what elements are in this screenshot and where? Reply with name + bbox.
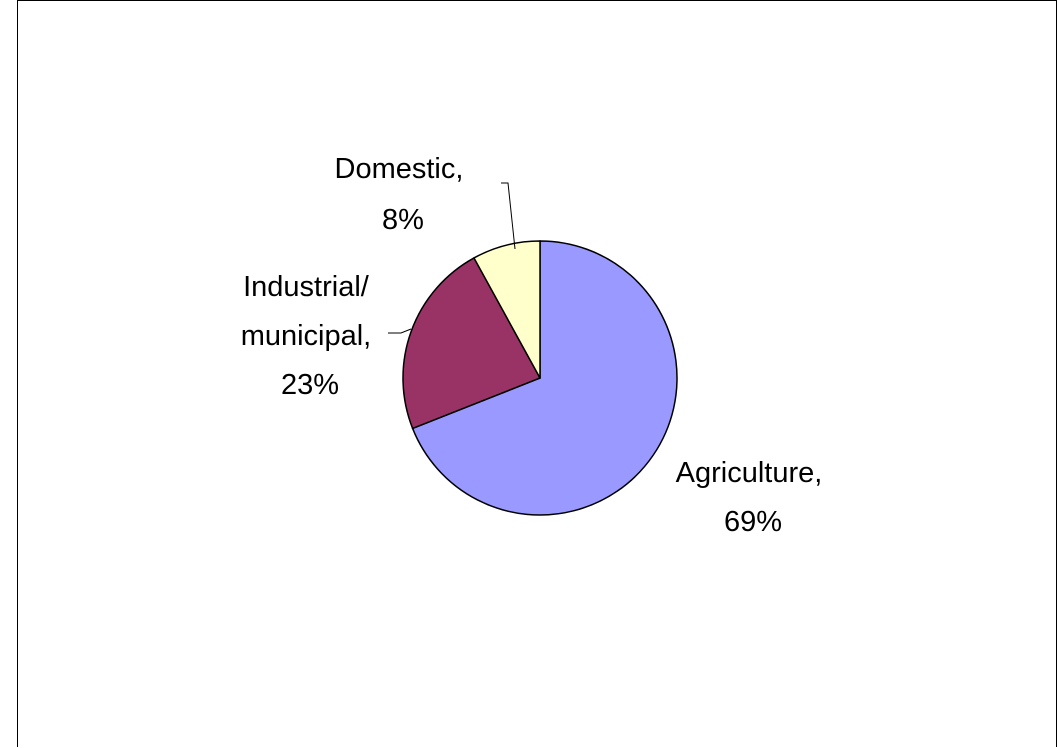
label-industrial: Industrial/ municipal, 23% [241,271,380,401]
slice-industrial [402,256,542,430]
chart-area: Domestic, 8% Industrial/ municipal, 23% … [17,0,1057,747]
label-domestic-line2: 8% [382,204,424,236]
slice-agriculture [411,240,678,516]
label-agriculture-line2: 69% [724,506,782,538]
label-agriculture-line1: Agriculture, [676,457,823,489]
label-industrial-line2: municipal, [241,320,372,352]
label-industrial-line3: 23% [281,369,339,401]
label-agriculture: Agriculture, 69% [676,457,831,538]
label-domestic: Domestic, 8% [335,153,472,236]
pie-chart: Domestic, 8% Industrial/ municipal, 23% … [241,153,831,538]
leader-line-industrial [388,328,412,334]
label-domestic-line1: Domestic, [335,153,464,185]
pie-slices [402,240,678,516]
leader-line-domestic [501,182,516,250]
label-industrial-line1: Industrial/ [243,271,370,303]
slice-domestic [472,240,541,379]
